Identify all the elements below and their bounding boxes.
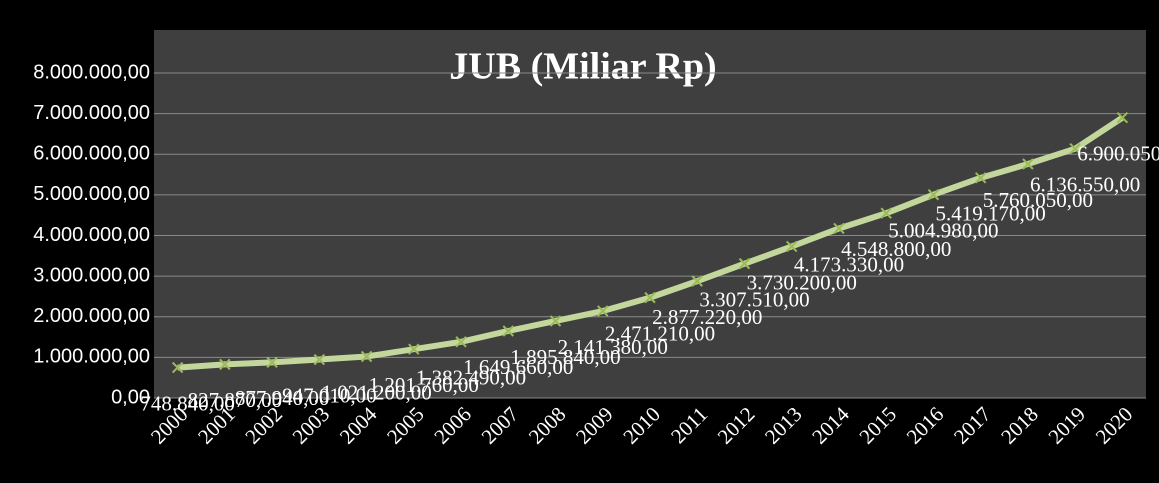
marker	[360, 350, 373, 363]
data-label: 1.895.840,00	[510, 345, 620, 369]
data-label: 2.141.380,00	[558, 335, 668, 359]
x-tick-label: 2004	[335, 402, 382, 449]
y-tick-label: 8.000.000,00	[33, 61, 150, 83]
marker	[880, 207, 892, 219]
y-tick-label: 3.000.000,00	[33, 264, 150, 286]
marker	[549, 315, 562, 327]
marker	[691, 275, 703, 287]
data-label: 877.940,00	[235, 386, 330, 410]
x-tick-label: 2019	[1043, 402, 1090, 449]
marker	[1116, 111, 1129, 124]
x-tick-label: 2011	[666, 402, 712, 448]
data-label: 1.201.760,00	[369, 373, 479, 397]
marker	[171, 361, 184, 374]
marker	[455, 336, 467, 348]
marker	[502, 325, 514, 337]
plot-area	[154, 30, 1146, 398]
x-tick-label: 2009	[571, 402, 618, 449]
x-tick-label: 2007	[477, 402, 524, 449]
y-tick-label: 2.000.000,00	[33, 305, 150, 327]
y-tick-label: 4.000.000,00	[33, 224, 150, 246]
x-tick-label: 2016	[902, 402, 949, 449]
y-tick-label: 7.000.000,00	[33, 102, 150, 124]
data-label: 5.760.050,00	[983, 188, 1093, 212]
data-label: 947.010,00	[282, 383, 377, 407]
data-label: 3.307.510,00	[699, 287, 809, 311]
marker	[786, 240, 798, 253]
chart-title: JUB (Miliar Rp)	[449, 46, 716, 88]
data-label: 4.548.800,00	[841, 237, 951, 261]
marker	[927, 188, 940, 201]
x-tick-label: 2018	[996, 402, 1043, 449]
data-label: 1.382.490,00	[416, 366, 526, 390]
x-tick-label: 2017	[949, 402, 996, 449]
marker	[408, 343, 420, 355]
marker	[833, 222, 845, 235]
x-tick-label: 2008	[524, 402, 571, 449]
x-tick-label: 2005	[382, 402, 429, 449]
x-tick-label: 2012	[713, 402, 760, 449]
data-label: 1.649.660,00	[463, 355, 573, 379]
marker	[1069, 142, 1081, 155]
x-tick-label: 2013	[760, 402, 807, 449]
data-label: 748.840,00	[140, 391, 235, 415]
marker	[644, 291, 656, 304]
x-tick-label: 2015	[854, 402, 901, 449]
data-label: 6.900.050,00	[1077, 141, 1159, 165]
marker	[597, 305, 609, 317]
data-label: 827.870,00	[188, 388, 283, 412]
x-tick-label: 2006	[429, 402, 476, 449]
marker	[266, 356, 278, 369]
x-tick-label: 2014	[807, 402, 854, 449]
data-label: 5.419.170,00	[936, 202, 1046, 226]
data-label: 2.471.210,00	[605, 321, 715, 345]
data-label: 5.004.980,00	[888, 218, 998, 242]
marker	[1022, 158, 1034, 170]
data-label: 3.730.200,00	[747, 270, 857, 294]
data-label: 2.877.220,00	[652, 305, 762, 329]
marker	[219, 358, 231, 371]
marker	[974, 172, 987, 184]
y-tick-label: 0,00	[111, 386, 150, 408]
y-tick-label: 6.000.000,00	[33, 143, 150, 165]
y-tick-label: 5.000.000,00	[33, 183, 150, 205]
marker	[738, 257, 751, 270]
data-label: 6.136.550,00	[1030, 173, 1140, 197]
y-tick-label: 1.000.000,00	[33, 346, 150, 368]
x-tick-label: 2020	[1091, 402, 1138, 449]
data-label: 4.173.330,00	[794, 252, 904, 276]
marker	[313, 353, 326, 366]
x-tick-label: 2010	[618, 402, 665, 449]
data-label: 1.021.200,00	[321, 380, 431, 404]
